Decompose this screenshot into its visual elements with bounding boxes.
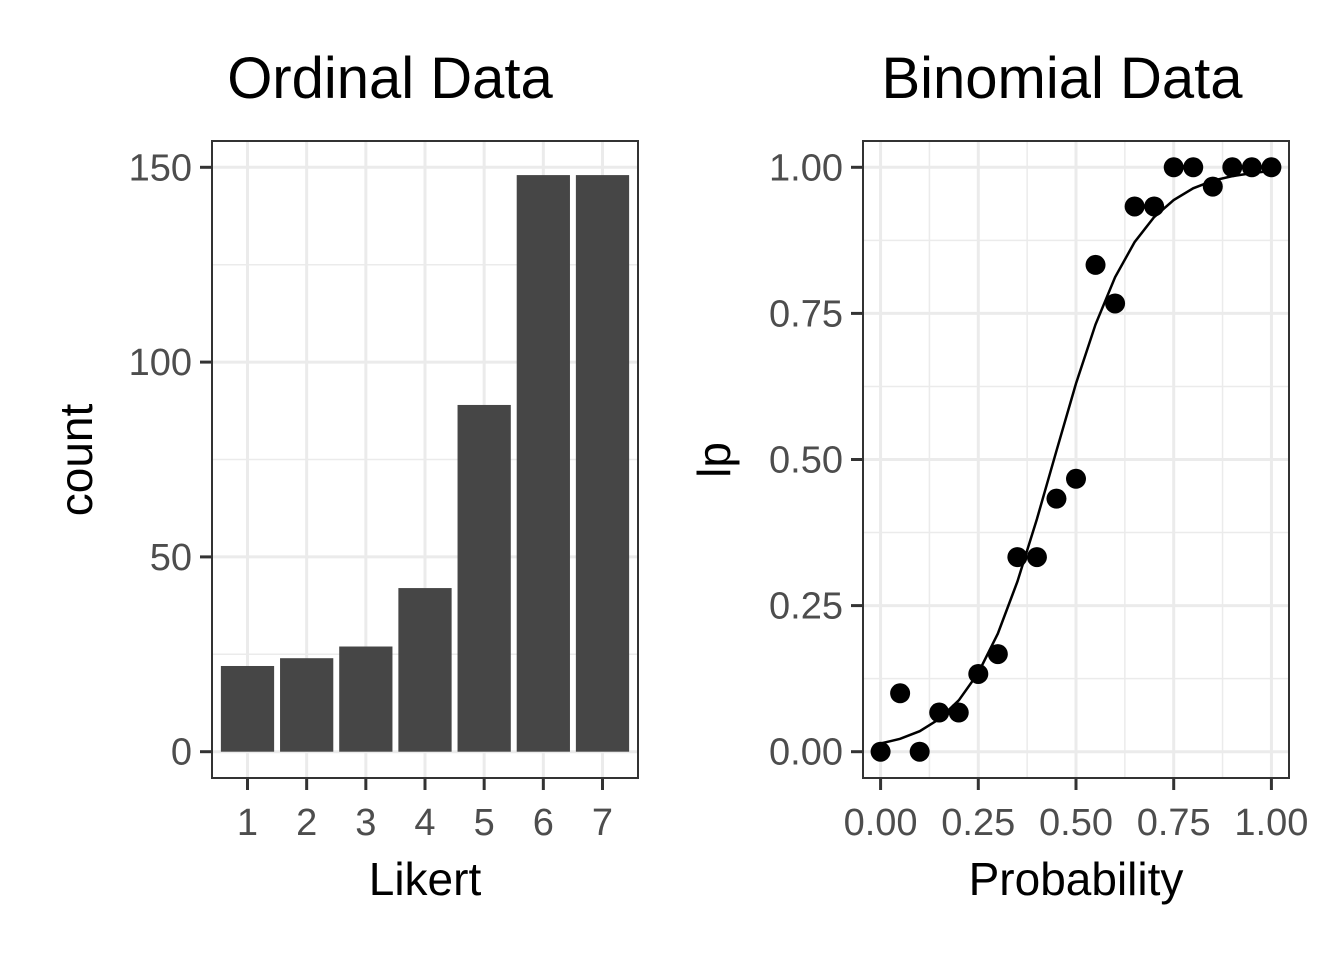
data-point xyxy=(1241,157,1262,178)
data-point xyxy=(1026,547,1047,568)
bar xyxy=(457,404,511,752)
ordinal-chart-title: Ordinal Data xyxy=(227,46,553,111)
x-tick-label: 0.75 xyxy=(1137,802,1211,844)
bar xyxy=(220,665,275,752)
y-tick-label: 0.00 xyxy=(769,732,843,774)
bar xyxy=(280,658,334,752)
ordinal-chart: Ordinal Data 0 50 100 150 1 2 3 4 5 6 7 Likert cou… xyxy=(50,46,639,905)
x-tick-label: 6 xyxy=(533,802,554,844)
data-point xyxy=(1124,196,1145,217)
bar xyxy=(575,175,630,752)
bar xyxy=(516,175,570,752)
y-tick-label: 50 xyxy=(150,537,192,579)
data-point xyxy=(948,702,969,723)
data-point xyxy=(1144,196,1165,217)
bar xyxy=(398,588,452,752)
data-point xyxy=(1202,176,1223,197)
x-tick-label: 7 xyxy=(592,802,613,844)
binomial-chart-x-axis-label: Probability xyxy=(969,853,1184,905)
x-tick-label: 1 xyxy=(237,802,258,844)
data-point xyxy=(1046,488,1067,509)
ordinal-chart-ticks: 0 50 100 150 1 2 3 4 5 6 7 xyxy=(129,147,613,844)
data-point xyxy=(968,663,989,684)
binomial-chart: Binomial Data 0.000.250.500.751.000.00 0.… xyxy=(688,46,1308,905)
x-tick-label: 5 xyxy=(474,802,495,844)
y-tick-label: 1.00 xyxy=(769,147,843,189)
x-tick-label: 4 xyxy=(414,802,435,844)
binomial-chart-title: Binomial Data xyxy=(881,46,1243,111)
ordinal-chart-y-axis-label: count xyxy=(50,404,102,517)
x-tick-label: 0.00 xyxy=(844,802,918,844)
data-point xyxy=(1261,157,1282,178)
data-point xyxy=(1163,157,1184,178)
y-tick-label: 0.25 xyxy=(769,586,843,628)
data-point xyxy=(1007,547,1028,568)
binomial-chart-y-axis-label: lp xyxy=(688,442,740,478)
data-point xyxy=(929,702,950,723)
x-tick-label: 0.50 xyxy=(1039,802,1113,844)
data-point xyxy=(1222,157,1243,178)
y-tick-label: 150 xyxy=(129,147,192,189)
bar xyxy=(339,646,393,752)
ordinal-chart-bars xyxy=(220,175,630,752)
binomial-chart-grid xyxy=(863,141,1289,778)
y-tick-label: 0.75 xyxy=(769,293,843,335)
y-tick-label: 100 xyxy=(129,342,192,384)
x-tick-label: 1.00 xyxy=(1234,802,1308,844)
ordinal-chart-x-axis-label: Likert xyxy=(369,853,482,905)
binomial-chart-points xyxy=(870,157,1282,762)
data-point xyxy=(1066,468,1086,489)
binomial-chart-ticks: 0.00 0.25 0.50 0.75 1.00 0.00 0.25 0.50 0.75 1.00 xyxy=(769,147,1308,844)
data-point xyxy=(909,741,930,762)
y-tick-label: 0 xyxy=(171,732,192,774)
data-point xyxy=(890,683,911,704)
data-point xyxy=(987,644,1008,665)
x-tick-label: 2 xyxy=(296,802,317,844)
x-tick-label: 0.25 xyxy=(941,802,1015,844)
data-point xyxy=(1085,254,1106,275)
data-point xyxy=(1183,157,1204,178)
x-tick-label: 3 xyxy=(355,802,376,844)
data-point xyxy=(870,741,891,762)
data-point xyxy=(1105,293,1126,314)
y-tick-label: 0.50 xyxy=(769,440,843,482)
